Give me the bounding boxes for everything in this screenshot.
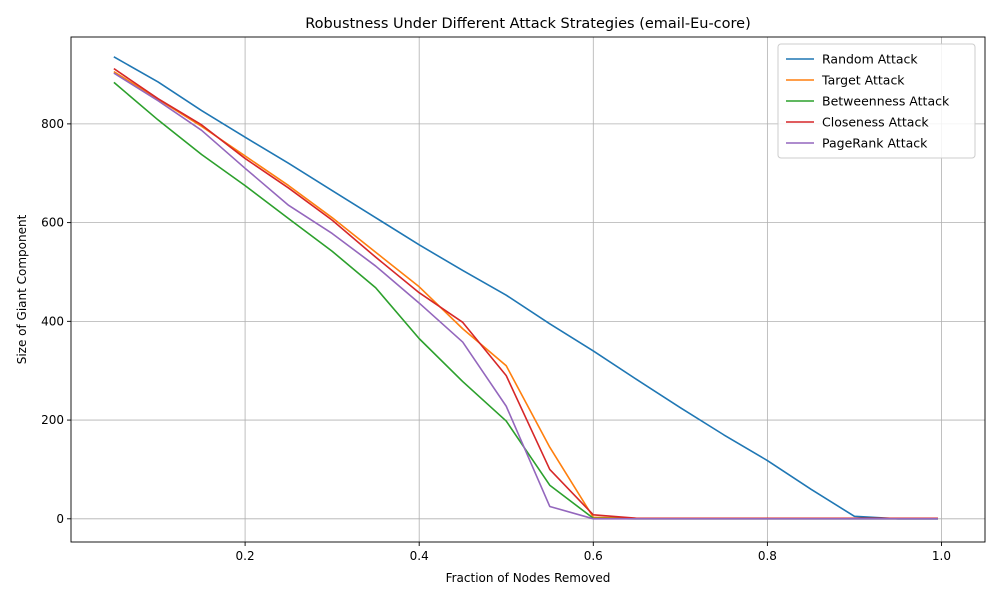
y-tick-label: 800	[41, 117, 64, 131]
plot-area-frame	[70, 36, 986, 543]
y-tick-label: 400	[41, 314, 64, 328]
x-tick-label: 0.8	[758, 549, 777, 563]
chart-title: Robustness Under Different Attack Strate…	[305, 16, 751, 32]
series-line-pagerank-attack	[113, 72, 938, 520]
legend-entry-label: PageRank Attack	[822, 136, 928, 151]
legend-entry-label: Random Attack	[822, 52, 918, 67]
legend-box	[777, 43, 976, 159]
legend-entry-label: Target Attack	[821, 73, 905, 88]
x-tick-label: 0.2	[236, 549, 255, 563]
axis-ticks: 0.2 0.4 0.6 0.8 1.0 0 200 400 600 800	[41, 117, 951, 563]
y-tick-label: 0	[56, 512, 64, 526]
y-tick-label: 200	[41, 413, 64, 427]
legend: Random Attack Target Attack Betweenness At…	[777, 43, 976, 159]
y-tick-label: 600	[41, 216, 64, 230]
series-line-random-attack	[113, 56, 938, 520]
legend-entry-label: Betweenness Attack	[822, 94, 950, 109]
x-axis-label: Fraction of Nodes Removed	[446, 571, 611, 585]
x-tick-label: 0.6	[584, 549, 603, 563]
y-axis-label: Size of Giant Component	[15, 214, 29, 364]
series-lines	[113, 56, 938, 520]
x-tick-label: 0.4	[410, 549, 429, 563]
x-tick-label: 1.0	[932, 549, 951, 563]
legend-entry-label: Closeness Attack	[822, 115, 929, 130]
